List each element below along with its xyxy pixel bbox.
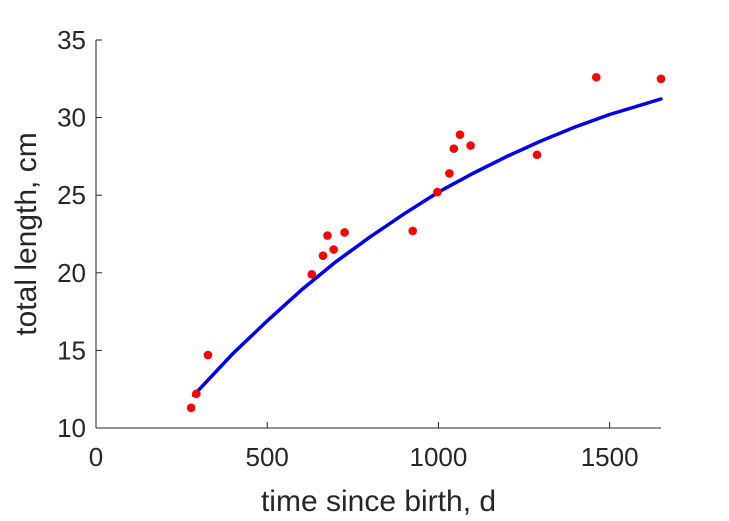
data-point bbox=[323, 231, 332, 240]
x-tick-label: 1500 bbox=[581, 442, 639, 472]
x-tick-label: 0 bbox=[89, 442, 103, 472]
data-point bbox=[186, 403, 196, 413]
data-point bbox=[532, 150, 542, 160]
y-tick-label: 30 bbox=[57, 103, 86, 133]
y-tick-label: 35 bbox=[57, 25, 86, 55]
fit-curve-group bbox=[191, 97, 663, 398]
y-tick-label: 20 bbox=[57, 258, 86, 288]
x-axis-label: time since birth, d bbox=[261, 485, 496, 518]
x-tick-label: 500 bbox=[246, 442, 289, 472]
data-point bbox=[656, 74, 666, 84]
data-point bbox=[307, 270, 317, 279]
data-point bbox=[591, 72, 601, 82]
data-point bbox=[192, 389, 201, 399]
data-point bbox=[449, 144, 459, 153]
data-point bbox=[445, 169, 454, 178]
data-point bbox=[203, 350, 213, 360]
data-point bbox=[340, 228, 349, 237]
axes: 0 500 1000 1500 10 15 20 25 30 35 bbox=[57, 25, 661, 472]
data-point bbox=[408, 226, 418, 236]
data-point bbox=[329, 245, 338, 254]
y-tick-label: 15 bbox=[57, 335, 86, 365]
data-point bbox=[466, 141, 475, 150]
x-tick-label: 1000 bbox=[410, 442, 468, 472]
data-point bbox=[318, 251, 328, 261]
data-points-group bbox=[186, 72, 666, 413]
data-point bbox=[433, 187, 442, 197]
y-tick-label: 25 bbox=[57, 180, 86, 210]
fit-curve-line bbox=[191, 97, 663, 398]
y-tick-label: 10 bbox=[57, 413, 86, 443]
data-point bbox=[455, 130, 465, 139]
y-axis-label: total length, cm bbox=[10, 132, 43, 335]
